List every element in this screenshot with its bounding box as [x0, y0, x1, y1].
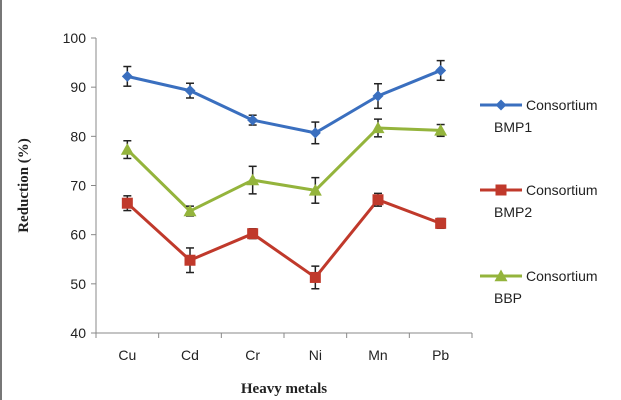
legend-label: Consortium: [526, 182, 598, 198]
data-point: [435, 217, 447, 229]
y-axis-title: Reduction (%): [16, 138, 32, 233]
series-consortium-bmp1: [121, 59, 447, 145]
data-point: [183, 204, 197, 217]
data-point: [309, 271, 321, 283]
legend: ConsortiumBMP1ConsortiumBMP2ConsortiumBB…: [480, 97, 598, 306]
x-tick-label: Pb: [432, 347, 449, 363]
legend-marker: [495, 99, 507, 111]
legend-label: BBP: [494, 290, 522, 306]
legend-item-consortium-bmp2: Consortium BMP2: [480, 182, 598, 220]
data-point: [372, 90, 384, 102]
data-point: [308, 183, 322, 196]
x-tick-label: Mn: [368, 347, 387, 363]
data-point: [184, 254, 196, 266]
data-point: [247, 114, 259, 126]
data-point: [435, 64, 447, 76]
data-point: [246, 173, 260, 186]
y-axis-ticks: 40 50 60 70 80 90 100: [63, 30, 96, 341]
legend-item-consortium-bmp1: Consortium BMP1: [480, 97, 598, 135]
x-axis-title: Heavy metals: [241, 381, 327, 397]
y-tick-label: 80: [70, 128, 86, 144]
y-tick-label: 40: [70, 325, 86, 341]
x-tick-label: Ni: [309, 347, 322, 363]
legend-marker: [495, 184, 507, 196]
series-layer: [120, 59, 448, 290]
series-line: [126, 198, 442, 279]
data-point: [120, 143, 134, 155]
y-tick-label: 50: [70, 276, 86, 292]
x-axis-ticks: Cu Cd Cr Ni Mn Pb: [95, 333, 473, 363]
series-consortium-bbp: [120, 118, 448, 217]
legend-marker: [494, 269, 508, 282]
series-consortium-bmp2: [121, 192, 447, 290]
legend-label: BMP1: [494, 119, 532, 135]
x-tick-label: Cr: [245, 347, 260, 363]
series-line: [127, 69, 442, 135]
x-tick-label: Cd: [181, 347, 199, 363]
data-point: [247, 228, 259, 240]
data-point: [184, 85, 196, 97]
data-point: [309, 127, 321, 139]
data-point: [434, 123, 448, 136]
data-point: [372, 194, 384, 206]
y-tick-label: 60: [70, 227, 86, 243]
data-point: [371, 121, 385, 134]
legend-label: BMP2: [494, 204, 532, 220]
x-tick-label: Cu: [118, 347, 136, 363]
data-point: [121, 197, 133, 209]
legend-label: Consortium: [526, 268, 598, 284]
data-point: [121, 70, 133, 82]
y-tick-label: 90: [70, 79, 86, 95]
y-tick-label: 70: [70, 178, 86, 194]
y-tick-label: 100: [63, 30, 87, 46]
legend-label: Consortium: [526, 97, 598, 113]
series-line: [126, 126, 441, 213]
